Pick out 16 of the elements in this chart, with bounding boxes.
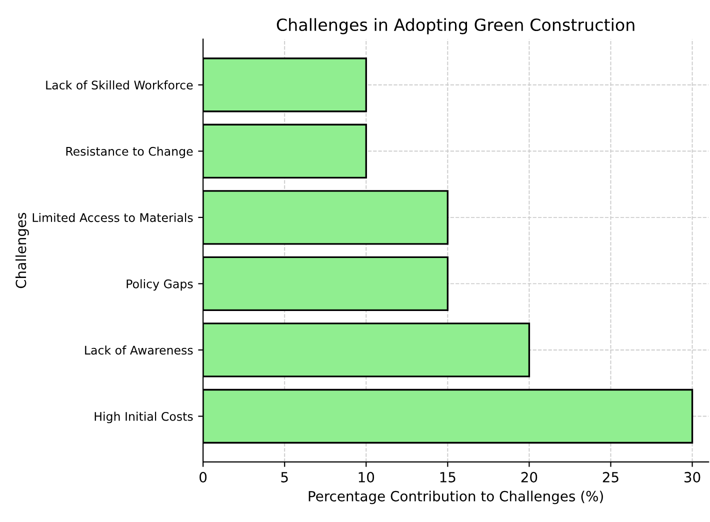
x-tick-label: 0: [200, 472, 207, 482]
y-tick-label: Lack of Skilled Workforce: [46, 80, 193, 90]
x-tick-label: 5: [281, 472, 288, 482]
x-tick-label: 25: [602, 472, 618, 482]
chart-title: Challenges in Adopting Green Construction: [276, 18, 634, 34]
y-axis-title: Challenges: [15, 212, 29, 288]
y-tick-label: Limited Access to Materials: [32, 212, 193, 222]
y-tick-label: Lack of Awareness: [85, 345, 193, 355]
y-tick-label: Policy Gaps: [126, 279, 193, 291]
x-axis-title: Percentage Contribution to Challenges (%): [308, 490, 603, 504]
y-tick-label: Resistance to Change: [66, 146, 193, 158]
x-tick-label: 15: [440, 472, 456, 482]
y-tick-label: High Initial Costs: [94, 412, 193, 424]
x-tick-label: 10: [358, 472, 374, 482]
x-tick-label: 30: [684, 472, 700, 482]
x-tick-label: 20: [521, 472, 538, 482]
